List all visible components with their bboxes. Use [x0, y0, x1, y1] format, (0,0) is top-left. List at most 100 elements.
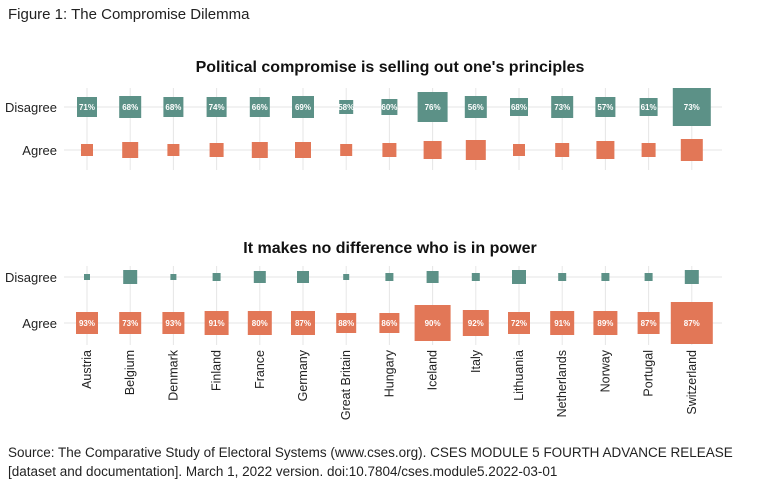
category-label: France [253, 350, 267, 389]
category-label: Iceland [426, 350, 440, 390]
data-label: 87% [641, 319, 657, 328]
data-label: 71% [79, 103, 95, 112]
panel-title: Political compromise is selling out one'… [196, 59, 585, 76]
disagree-square [84, 274, 90, 280]
data-label: 88% [338, 319, 354, 328]
disagree-square [339, 100, 354, 114]
disagree-square [163, 97, 184, 117]
data-label: 66% [252, 103, 268, 112]
disagree-square [558, 273, 567, 281]
agree-square [379, 313, 400, 333]
data-label: 73% [122, 319, 138, 328]
data-label: 90% [425, 319, 441, 328]
disagree-square [426, 271, 439, 283]
data-label: 76% [425, 103, 441, 112]
agree-square [119, 312, 142, 334]
data-label: 68% [165, 103, 181, 112]
data-label: 74% [209, 103, 225, 112]
data-label: 91% [554, 319, 570, 328]
category-label: Norway [598, 349, 612, 392]
data-label: 92% [468, 319, 484, 328]
disagree-square [123, 270, 138, 284]
disagree-square [512, 270, 526, 284]
category-label: Netherlands [555, 350, 569, 417]
category-label: Germany [296, 349, 310, 401]
agree-square [122, 142, 139, 158]
agree-square [209, 143, 224, 157]
data-label: 58% [338, 103, 354, 112]
data-label: 89% [597, 319, 613, 328]
disagree-square [639, 98, 658, 116]
data-label: 68% [122, 103, 138, 112]
disagree-square [672, 88, 711, 126]
disagree-square [297, 271, 309, 283]
disagree-square [471, 273, 480, 281]
disagree-square [417, 92, 448, 122]
row-label: Disagree [5, 100, 57, 115]
disagree-square [206, 97, 227, 117]
agree-square [550, 311, 575, 335]
disagree-square [464, 96, 487, 118]
data-label: 68% [511, 103, 527, 112]
figure-title: Figure 1: The Compromise Dilemma [8, 6, 250, 23]
panel-title: It makes no difference who is in power [243, 240, 536, 257]
category-label: Lithuania [512, 350, 526, 401]
agree-square [423, 141, 442, 159]
disagree-square [551, 96, 574, 118]
agree-square [555, 143, 570, 157]
category-label: Italy [469, 349, 483, 373]
panel-2: It makes no difference who is in power Di… [5, 240, 722, 420]
data-label: 73% [684, 103, 700, 112]
agree-square [251, 142, 268, 158]
agree-square [670, 302, 713, 344]
agree-square [340, 144, 353, 156]
category-label: Austria [80, 350, 94, 389]
agree-square [680, 139, 703, 161]
row-label: Disagree [5, 270, 57, 285]
disagree-square [249, 97, 270, 117]
data-label: 93% [79, 319, 95, 328]
category-label: Hungary [382, 349, 396, 397]
disagree-square [77, 97, 97, 117]
agree-square [465, 140, 486, 160]
disagree-square [119, 96, 142, 118]
category-label: Finland [210, 350, 224, 391]
category-label: Denmark [166, 349, 180, 400]
disagree-square [212, 273, 221, 281]
agree-square [382, 143, 397, 157]
data-label: 60% [381, 103, 397, 112]
data-label: 56% [468, 103, 484, 112]
disagree-square [253, 271, 266, 283]
data-label: 72% [511, 319, 527, 328]
category-label: Belgium [123, 350, 137, 395]
data-label: 57% [597, 103, 613, 112]
disagree-square [170, 274, 177, 280]
data-label: 73% [554, 103, 570, 112]
agree-square [167, 144, 180, 156]
data-label: 87% [295, 319, 311, 328]
source-note: Source: The Comparative Study of Elector… [8, 445, 733, 479]
agree-square [81, 144, 93, 156]
disagree-square [385, 273, 394, 281]
data-label: 80% [252, 319, 268, 328]
panel-1: Political compromise is selling out one'… [5, 59, 722, 170]
disagree-square [510, 98, 528, 116]
disagree-square [595, 97, 616, 117]
category-label: Portugal [642, 350, 656, 397]
agree-square [204, 311, 229, 335]
data-label: 87% [684, 319, 700, 328]
data-label: 86% [381, 319, 397, 328]
agree-square [637, 312, 660, 334]
data-label: 69% [295, 103, 311, 112]
agree-square [641, 143, 656, 157]
row-label: Agree [22, 143, 57, 158]
row-label: Agree [22, 316, 57, 331]
agree-square [162, 312, 185, 334]
agree-square [513, 144, 525, 156]
disagree-square [601, 273, 610, 281]
agree-square [462, 310, 489, 336]
agree-square [295, 142, 311, 158]
agree-square [336, 313, 357, 333]
data-label: 93% [165, 319, 181, 328]
disagree-square [343, 274, 350, 280]
